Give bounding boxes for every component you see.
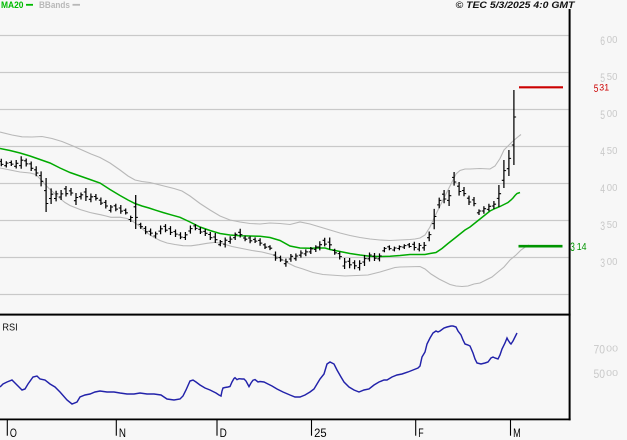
svg-text:3: 3 — [600, 256, 605, 270]
svg-text:5: 5 — [594, 83, 599, 95]
svg-text:O: O — [10, 428, 17, 440]
svg-text:00: 00 — [607, 183, 618, 194]
svg-text:MA20: MA20 — [1, 0, 24, 10]
svg-text:70: 70 — [594, 344, 606, 357]
svg-text:50: 50 — [607, 220, 618, 231]
svg-text:00: 00 — [606, 345, 618, 354]
svg-text:N: N — [119, 428, 126, 440]
svg-text:5: 5 — [600, 71, 605, 85]
svg-text:14: 14 — [577, 242, 587, 253]
svg-text:M: M — [513, 428, 521, 440]
svg-text:4: 4 — [600, 182, 605, 196]
svg-text:D: D — [220, 428, 227, 440]
svg-text:5: 5 — [600, 108, 605, 122]
svg-text:4: 4 — [600, 145, 605, 159]
svg-text:50: 50 — [594, 368, 606, 381]
svg-text:© TEC 5/3/2025 4:0 GMT: © TEC 5/3/2025 4:0 GMT — [456, 0, 576, 11]
svg-text:50: 50 — [607, 146, 618, 157]
svg-text:50: 50 — [607, 72, 618, 83]
svg-text:00: 00 — [607, 257, 618, 268]
svg-text:00: 00 — [607, 109, 618, 120]
svg-text:6: 6 — [600, 34, 605, 48]
svg-text:3: 3 — [570, 242, 575, 254]
svg-text:F: F — [418, 428, 423, 440]
svg-text:BBands: BBands — [39, 0, 70, 10]
svg-text:00: 00 — [606, 369, 618, 378]
svg-text:RSI: RSI — [2, 323, 17, 334]
svg-text:00: 00 — [607, 35, 618, 46]
svg-text:25: 25 — [314, 428, 327, 440]
svg-text:31: 31 — [599, 83, 609, 94]
svg-text:3: 3 — [600, 219, 605, 233]
